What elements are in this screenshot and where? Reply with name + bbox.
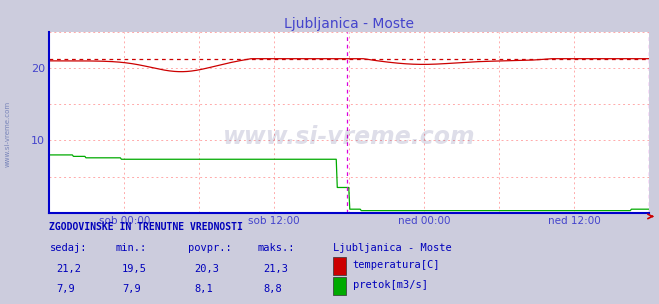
Text: 7,9: 7,9 bbox=[56, 285, 74, 295]
Text: ZGODOVINSKE IN TRENUTNE VREDNOSTI: ZGODOVINSKE IN TRENUTNE VREDNOSTI bbox=[49, 222, 243, 232]
Text: 21,3: 21,3 bbox=[264, 264, 289, 274]
Text: 7,9: 7,9 bbox=[122, 285, 140, 295]
Text: www.si-vreme.com: www.si-vreme.com bbox=[5, 101, 11, 167]
Text: 8,8: 8,8 bbox=[264, 285, 282, 295]
Text: 20,3: 20,3 bbox=[194, 264, 219, 274]
Title: Ljubljanica - Moste: Ljubljanica - Moste bbox=[284, 17, 415, 31]
Text: maks.:: maks.: bbox=[257, 243, 295, 253]
Text: Ljubljanica - Moste: Ljubljanica - Moste bbox=[333, 243, 451, 253]
Text: povpr.:: povpr.: bbox=[188, 243, 231, 253]
Text: 21,2: 21,2 bbox=[56, 264, 81, 274]
Text: temperatura[C]: temperatura[C] bbox=[353, 260, 440, 270]
Text: min.:: min.: bbox=[115, 243, 146, 253]
Text: sedaj:: sedaj: bbox=[49, 243, 87, 253]
Text: pretok[m3/s]: pretok[m3/s] bbox=[353, 280, 428, 290]
Text: 8,1: 8,1 bbox=[194, 285, 213, 295]
Text: 19,5: 19,5 bbox=[122, 264, 147, 274]
Text: www.si-vreme.com: www.si-vreme.com bbox=[223, 125, 476, 149]
